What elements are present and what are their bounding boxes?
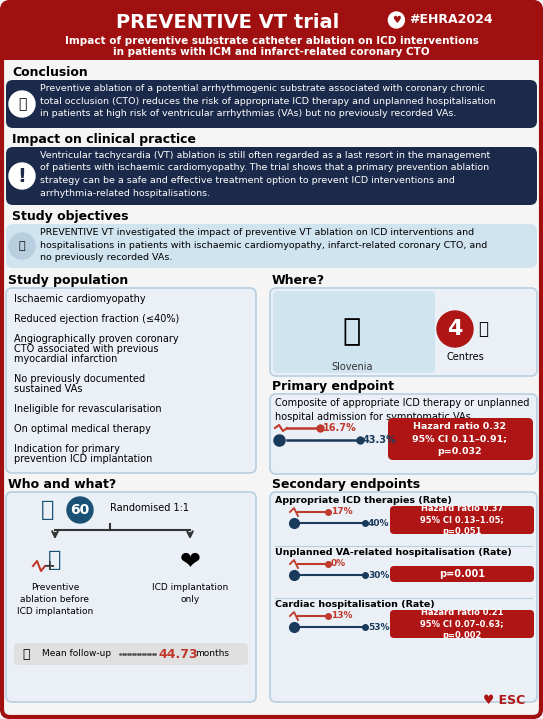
FancyBboxPatch shape bbox=[390, 566, 534, 582]
Text: Secondary endpoints: Secondary endpoints bbox=[272, 478, 420, 491]
Text: Study objectives: Study objectives bbox=[12, 210, 129, 223]
FancyBboxPatch shape bbox=[273, 291, 435, 373]
Text: Primary endpoint: Primary endpoint bbox=[272, 380, 394, 393]
FancyBboxPatch shape bbox=[390, 506, 534, 534]
Text: Randomised 1:1: Randomised 1:1 bbox=[110, 503, 189, 513]
FancyBboxPatch shape bbox=[388, 418, 533, 460]
Text: #EHRA2024: #EHRA2024 bbox=[409, 13, 493, 26]
Text: 44.73: 44.73 bbox=[158, 648, 198, 661]
Text: PREVENTIVE VT trial: PREVENTIVE VT trial bbox=[116, 13, 340, 32]
Bar bbox=[2, 45, 541, 60]
Text: sustained VAs: sustained VAs bbox=[14, 384, 83, 394]
Text: Impact of preventive substrate catheter ablation on ICD interventions: Impact of preventive substrate catheter … bbox=[65, 36, 478, 46]
FancyBboxPatch shape bbox=[6, 492, 256, 702]
Circle shape bbox=[9, 233, 35, 259]
Text: in patients with ICM and infarct-related coronary CTO: in patients with ICM and infarct-related… bbox=[113, 47, 430, 57]
Text: Conclusion: Conclusion bbox=[12, 66, 88, 79]
Text: Preventive ablation of a potential arrhythmogenic substrate associated with coro: Preventive ablation of a potential arrhy… bbox=[40, 84, 496, 118]
Text: On optimal medical therapy: On optimal medical therapy bbox=[14, 424, 151, 434]
Text: Ineligible for revascularisation: Ineligible for revascularisation bbox=[14, 404, 162, 414]
Text: Cardiac hospitalisation (Rate): Cardiac hospitalisation (Rate) bbox=[275, 600, 435, 609]
Text: myocardial infarction: myocardial infarction bbox=[14, 354, 117, 364]
Text: Appropriate ICD therapies (Rate): Appropriate ICD therapies (Rate) bbox=[275, 496, 452, 505]
FancyBboxPatch shape bbox=[6, 224, 537, 268]
Text: Study population: Study population bbox=[8, 274, 128, 287]
Text: +: + bbox=[43, 559, 55, 573]
Text: 40%: 40% bbox=[368, 518, 389, 528]
Text: Centres: Centres bbox=[446, 352, 484, 362]
Circle shape bbox=[437, 311, 473, 347]
FancyBboxPatch shape bbox=[2, 2, 541, 60]
Text: 📅: 📅 bbox=[22, 648, 29, 661]
Circle shape bbox=[67, 497, 93, 523]
Text: Hazard ratio 0.32
95% CI 0.11–0.91;
p=0.032: Hazard ratio 0.32 95% CI 0.11–0.91; p=0.… bbox=[413, 422, 508, 456]
Text: Slovenia: Slovenia bbox=[331, 362, 372, 372]
Text: ♥: ♥ bbox=[392, 15, 401, 25]
Text: 4: 4 bbox=[447, 319, 463, 339]
Text: ♥ ESC: ♥ ESC bbox=[483, 694, 525, 707]
Text: Preventive
ablation before
ICD implantation: Preventive ablation before ICD implantat… bbox=[17, 583, 93, 615]
Text: p=0.001: p=0.001 bbox=[439, 569, 485, 579]
Text: Composite of appropriate ICD therapy or unplanned
hospital admission for symptom: Composite of appropriate ICD therapy or … bbox=[275, 398, 529, 422]
Text: 16.7%: 16.7% bbox=[323, 423, 357, 433]
FancyBboxPatch shape bbox=[270, 394, 537, 474]
Circle shape bbox=[9, 91, 35, 117]
Text: ICD implantation
only: ICD implantation only bbox=[152, 583, 228, 604]
Circle shape bbox=[9, 163, 35, 189]
Text: Where?: Where? bbox=[272, 274, 325, 287]
FancyBboxPatch shape bbox=[270, 288, 537, 376]
Text: 🏥: 🏥 bbox=[478, 320, 488, 338]
Circle shape bbox=[388, 12, 405, 28]
Text: Ischaemic cardiomyopathy: Ischaemic cardiomyopathy bbox=[14, 294, 146, 304]
Text: 30%: 30% bbox=[368, 570, 389, 580]
Text: Hazard ratio 0.37
95% CI 0.13–1.05;
p=0.051: Hazard ratio 0.37 95% CI 0.13–1.05; p=0.… bbox=[420, 504, 504, 536]
Text: !: ! bbox=[17, 167, 27, 186]
Text: prevention ICD implantation: prevention ICD implantation bbox=[14, 454, 153, 464]
Text: 🗺: 🗺 bbox=[343, 318, 361, 347]
Text: 43.3%: 43.3% bbox=[363, 435, 397, 445]
FancyBboxPatch shape bbox=[6, 147, 537, 205]
Text: 0%: 0% bbox=[331, 559, 346, 569]
Text: 60: 60 bbox=[71, 503, 90, 517]
Text: Indication for primary: Indication for primary bbox=[14, 444, 120, 454]
Text: 53%: 53% bbox=[368, 623, 389, 631]
Text: Angiographically proven coronary: Angiographically proven coronary bbox=[14, 334, 179, 344]
Text: Ventricular tachycardia (VT) ablation is still often regarded as a last resort i: Ventricular tachycardia (VT) ablation is… bbox=[40, 151, 490, 198]
Text: Unplanned VA-related hospitalisation (Rate): Unplanned VA-related hospitalisation (Ra… bbox=[275, 548, 512, 557]
Text: Who and what?: Who and what? bbox=[8, 478, 116, 491]
Text: months: months bbox=[195, 649, 229, 659]
Text: Impact on clinical practice: Impact on clinical practice bbox=[12, 133, 196, 146]
FancyBboxPatch shape bbox=[14, 643, 248, 665]
FancyBboxPatch shape bbox=[270, 492, 537, 702]
Text: Hazard ratio 0.21
95% CI 0.07–0.63;
p=0.002: Hazard ratio 0.21 95% CI 0.07–0.63; p=0.… bbox=[420, 608, 504, 641]
FancyBboxPatch shape bbox=[6, 288, 256, 473]
Text: Mean follow-up: Mean follow-up bbox=[42, 649, 111, 659]
Text: 📌: 📌 bbox=[18, 241, 26, 251]
Text: 👍: 👍 bbox=[18, 97, 26, 111]
Text: 👤: 👤 bbox=[41, 500, 55, 520]
Text: PREVENTIVE VT investigated the impact of preventive VT ablation on ICD intervent: PREVENTIVE VT investigated the impact of… bbox=[40, 228, 487, 262]
FancyBboxPatch shape bbox=[390, 610, 534, 638]
Text: ❤️: ❤️ bbox=[180, 550, 200, 574]
Text: No previously documented: No previously documented bbox=[14, 374, 145, 384]
FancyBboxPatch shape bbox=[6, 80, 537, 128]
Text: Reduced ejection fraction (≤40%): Reduced ejection fraction (≤40%) bbox=[14, 314, 179, 324]
Text: 13%: 13% bbox=[331, 611, 352, 620]
Text: 👤: 👤 bbox=[48, 550, 62, 570]
Text: CTO associated with previous: CTO associated with previous bbox=[14, 344, 159, 354]
Text: 17%: 17% bbox=[331, 508, 352, 516]
